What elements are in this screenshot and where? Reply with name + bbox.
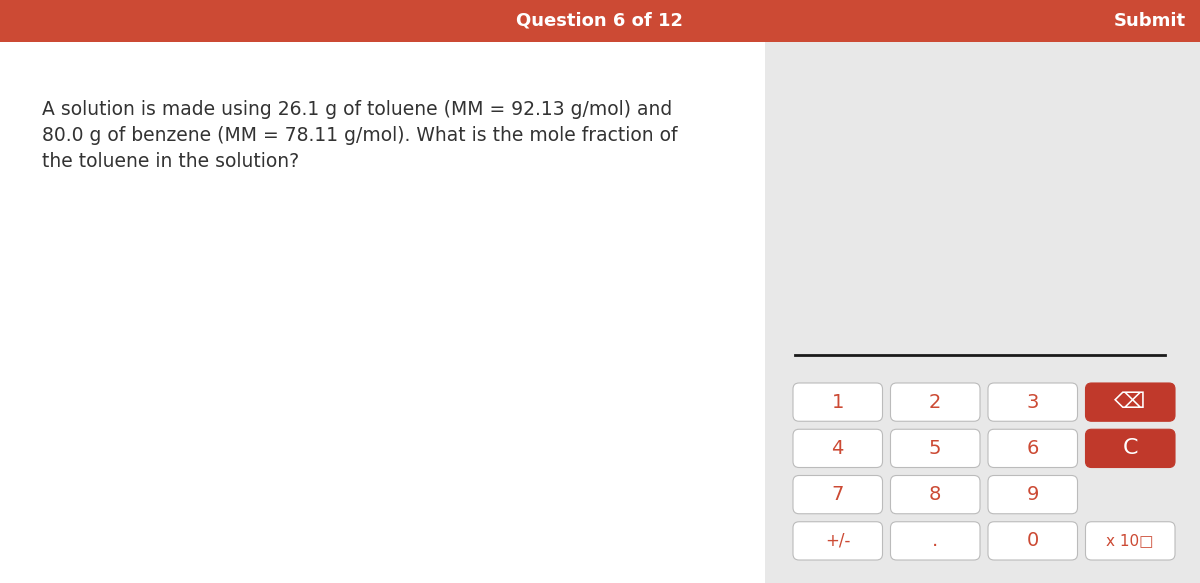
Text: 8: 8 <box>929 485 942 504</box>
FancyBboxPatch shape <box>988 383 1078 422</box>
FancyBboxPatch shape <box>793 383 882 422</box>
Text: Question 6 of 12: Question 6 of 12 <box>516 12 684 30</box>
FancyBboxPatch shape <box>988 476 1078 514</box>
FancyBboxPatch shape <box>988 429 1078 468</box>
FancyBboxPatch shape <box>1086 522 1175 560</box>
Text: A solution is made using 26.1 g of toluene (MM = 92.13 g/mol) and: A solution is made using 26.1 g of tolue… <box>42 100 672 119</box>
Text: 1: 1 <box>832 392 844 412</box>
Text: +/-: +/- <box>826 532 851 550</box>
FancyBboxPatch shape <box>890 476 980 514</box>
Text: 3: 3 <box>1026 392 1039 412</box>
FancyBboxPatch shape <box>0 0 1200 42</box>
FancyBboxPatch shape <box>1086 383 1175 422</box>
FancyBboxPatch shape <box>988 522 1078 560</box>
FancyBboxPatch shape <box>890 522 980 560</box>
Text: the toluene in the solution?: the toluene in the solution? <box>42 152 299 171</box>
Text: 4: 4 <box>832 439 844 458</box>
FancyBboxPatch shape <box>890 383 980 422</box>
FancyBboxPatch shape <box>793 522 882 560</box>
Text: 80.0 g of benzene (MM = 78.11 g/mol). What is the mole fraction of: 80.0 g of benzene (MM = 78.11 g/mol). Wh… <box>42 126 678 145</box>
Text: 7: 7 <box>832 485 844 504</box>
FancyBboxPatch shape <box>793 429 882 468</box>
Text: C: C <box>1122 438 1138 458</box>
Text: Submit: Submit <box>1114 12 1186 30</box>
FancyBboxPatch shape <box>890 429 980 468</box>
FancyBboxPatch shape <box>793 476 882 514</box>
Text: ⌫: ⌫ <box>1115 392 1146 412</box>
FancyBboxPatch shape <box>1086 429 1175 468</box>
Text: x 10□: x 10□ <box>1106 533 1154 549</box>
FancyBboxPatch shape <box>766 42 1200 583</box>
Text: .: . <box>932 531 938 550</box>
Text: 6: 6 <box>1026 439 1039 458</box>
Text: 2: 2 <box>929 392 942 412</box>
FancyBboxPatch shape <box>0 42 766 583</box>
Text: 5: 5 <box>929 439 942 458</box>
Text: 0: 0 <box>1027 531 1039 550</box>
Text: 9: 9 <box>1026 485 1039 504</box>
